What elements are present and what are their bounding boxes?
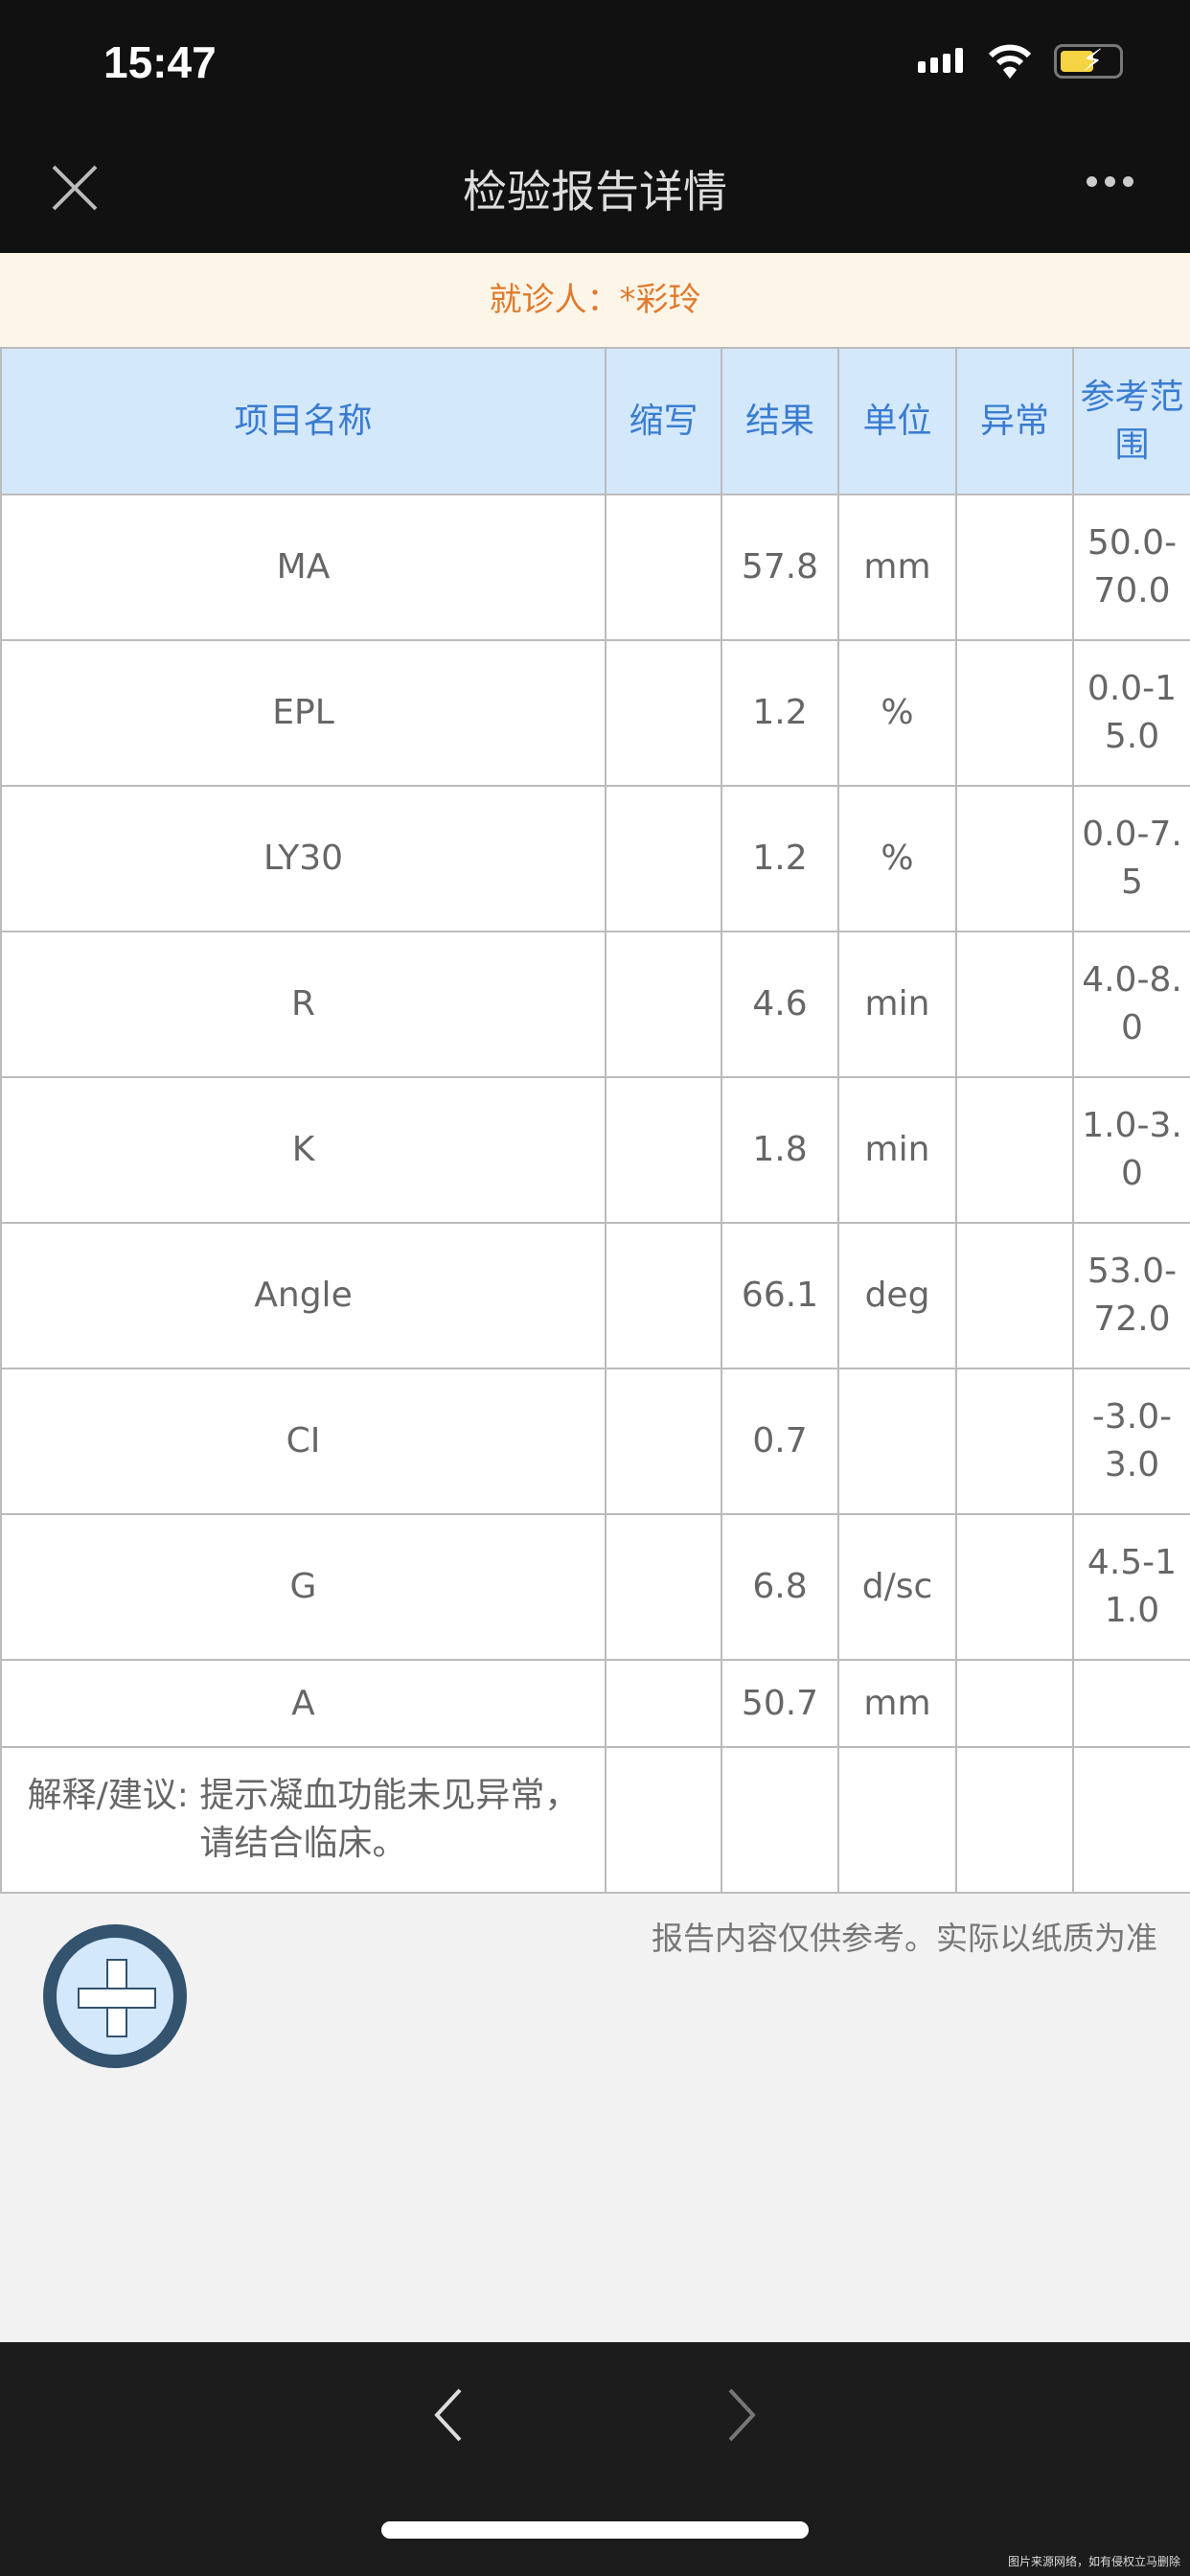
cell-result: 50.7 (721, 1659, 839, 1748)
cell-range (1072, 1659, 1190, 1748)
cell-abbr (605, 785, 722, 932)
cell-name: LY30 (0, 785, 606, 932)
table-header: 项目名称 缩写 结果 单位 异常 参考范围 (0, 347, 1190, 495)
cell-result: 1.2 (721, 639, 839, 787)
cell-range: 0.0-7.5 (1072, 785, 1190, 932)
table-row: Angle 66.1 deg 53.0-72.0 (0, 1222, 1190, 1369)
add-button[interactable] (43, 1924, 187, 2068)
cell-abnormal (955, 1659, 1074, 1748)
cell-range: -3.0-3.0 (1072, 1368, 1190, 1515)
cell-result: 66.1 (721, 1222, 839, 1369)
cell-name: K (0, 1076, 606, 1224)
close-icon[interactable] (50, 163, 100, 213)
cell-abnormal (955, 494, 1074, 641)
bottom-toolbar (0, 2342, 1190, 2576)
cell-name: R (0, 931, 606, 1078)
cell-name: G (0, 1513, 606, 1661)
cell-name: MA (0, 494, 606, 641)
cell-unit: deg (837, 1222, 957, 1369)
cell-abnormal (955, 1513, 1074, 1661)
disclaimer: 报告内容仅供参考。实际以纸质为准 (652, 1920, 1157, 1957)
cell-abbr (605, 931, 722, 1078)
top-bar: 15:47 ⚡ 检验报告详情 (0, 0, 1190, 253)
header-unit: 单位 (837, 347, 957, 495)
cell-unit: % (837, 785, 957, 932)
cell-abnormal (955, 1076, 1074, 1224)
cell-result: 0.7 (721, 1368, 839, 1515)
empty-cell (605, 1746, 722, 1894)
cell-range: 4.0-8.0 (1072, 931, 1190, 1078)
cell-abbr (605, 494, 722, 641)
empty-cell (837, 1746, 957, 1894)
table-row: MA 57.8 mm 50.0-70.0 (0, 494, 1190, 641)
cell-range: 0.0-15.0 (1072, 639, 1190, 787)
header-name: 项目名称 (0, 347, 606, 495)
cell-abbr (605, 1513, 722, 1661)
cell-range: 4.5-11.0 (1072, 1513, 1190, 1661)
cell-abbr (605, 1222, 722, 1369)
comment-text: 解释/建议: 提示凝血功能未见异常，请结合临床。 (0, 1746, 606, 1894)
chevron-left-icon[interactable] (431, 2386, 466, 2444)
cell-unit: mm (837, 494, 957, 641)
cell-unit (837, 1368, 957, 1515)
table-row: LY30 1.2% 0.0-7.5 (0, 785, 1190, 932)
table-row: K 1.8 min 1.0-3.0 (0, 1076, 1190, 1224)
empty-cell (955, 1746, 1074, 1894)
cell-name: A (0, 1659, 606, 1748)
cell-abbr (605, 1076, 722, 1224)
table-row: CI 0.7 -3.0-3.0 (0, 1368, 1190, 1515)
cell-unit: min (837, 1076, 957, 1224)
cell-range: 53.0-72.0 (1072, 1222, 1190, 1369)
home-indicator[interactable] (381, 2521, 809, 2539)
cell-unit: d/sc (837, 1513, 957, 1661)
more-icon[interactable] (1087, 176, 1133, 187)
cell-abnormal (955, 1222, 1074, 1369)
table-row: G 6.8 d/sc 4.5-11.0 (0, 1513, 1190, 1661)
cell-result: 1.2 (721, 785, 839, 932)
header-range: 参考范围 (1072, 347, 1190, 495)
wifi-icon (988, 44, 1032, 79)
empty-cell (721, 1746, 839, 1894)
status-time: 15:47 (103, 37, 217, 87)
empty-cell (1072, 1746, 1190, 1894)
header-result: 结果 (721, 347, 839, 495)
cell-abnormal (955, 785, 1074, 932)
cell-abnormal (955, 1368, 1074, 1515)
cell-result: 6.8 (721, 1513, 839, 1661)
header-abnormal: 异常 (955, 347, 1074, 495)
cell-abnormal (955, 639, 1074, 787)
battery-icon: ⚡ (1054, 43, 1123, 79)
cell-abbr (605, 639, 722, 787)
watermark: 图片来源网络，如有侵权立马删除 (1007, 2555, 1180, 2568)
cell-abnormal (955, 931, 1074, 1078)
patient-banner: 就诊人：*彩玲 (0, 253, 1190, 347)
cell-abbr (605, 1659, 722, 1748)
cell-unit: min (837, 931, 957, 1078)
report-table: 项目名称 缩写 结果 单位 异常 参考范围 MA 57.8 mm 50.0-70.0 E… (0, 347, 1190, 1894)
cell-name: CI (0, 1368, 606, 1515)
cell-result: 1.8 (721, 1076, 839, 1224)
table-row: A 50.7 mm (0, 1659, 1190, 1748)
header-abbr: 缩写 (605, 347, 722, 495)
cell-range: 50.0-70.0 (1072, 494, 1190, 641)
cell-unit: % (837, 639, 957, 787)
signal-icon (918, 48, 963, 73)
cell-name: EPL (0, 639, 606, 787)
cell-result: 4.6 (721, 931, 839, 1078)
cell-unit: mm (837, 1659, 957, 1748)
cell-abbr (605, 1368, 722, 1515)
cell-range: 1.0-3.0 (1072, 1076, 1190, 1224)
page-title: 检验报告详情 (463, 166, 727, 218)
comment-row: 解释/建议: 提示凝血功能未见异常，请结合临床。 (0, 1746, 1190, 1894)
chevron-right-icon[interactable] (724, 2386, 759, 2444)
table-row: R 4.6 min 4.0-8.0 (0, 931, 1190, 1078)
cell-name: Angle (0, 1222, 606, 1369)
table-row: EPL 1.2% 0.0-15.0 (0, 639, 1190, 787)
cell-result: 57.8 (721, 494, 839, 641)
